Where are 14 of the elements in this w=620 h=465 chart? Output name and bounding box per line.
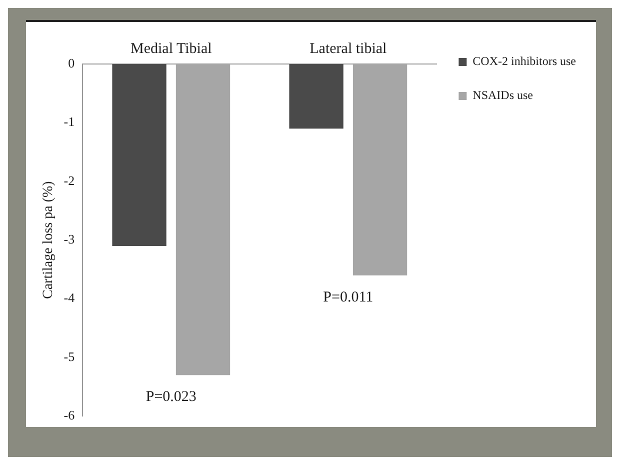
y-tick-label: -5 [64,348,75,364]
y-tick-label: 0 [68,55,75,70]
annotation: P=0.023 [146,389,196,406]
y-tick-label: -3 [64,232,75,247]
y-tick-label: -6 [64,408,76,423]
x-tick-label: Lateral tibial [310,40,387,57]
y-tick-label: -1 [64,114,75,130]
annotation: P=0.011 [323,289,374,306]
y-axis-title: Cartilage loss pa (%) [41,180,56,299]
x-tick-label: Medial Tibial [130,40,212,57]
y-tick-label: -4 [64,290,76,306]
y-tick-label: -2 [64,172,75,188]
legend-label: COX-2 inhibitors use [472,54,582,68]
legend-label: NSAIDs use [472,88,540,102]
